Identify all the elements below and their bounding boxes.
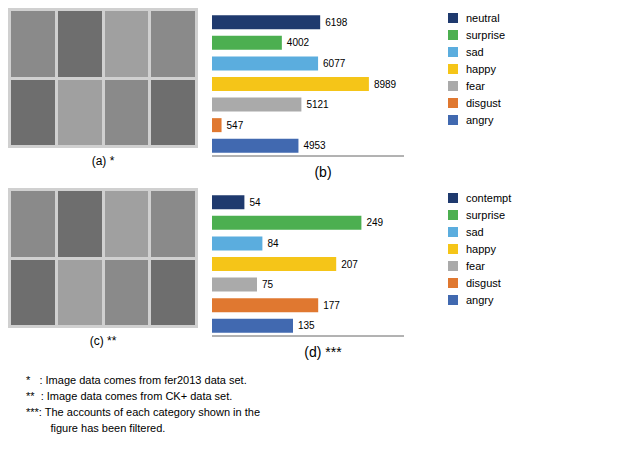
html-text:(b): (b) <box>314 164 332 180</box>
svg-text:54: 54 <box>249 197 261 208</box>
html-text:happy: happy <box>466 243 496 255</box>
html-text:sad: sad <box>466 46 484 58</box>
svg-text:4002: 4002 <box>287 37 310 48</box>
html-text:surprise: surprise <box>466 209 506 221</box>
svg-text:177: 177 <box>323 300 340 311</box>
html-text:***: The accounts of each cate: ***: The accounts of each category shown… <box>26 406 260 418</box>
html-text:surprise: surprise <box>466 29 506 41</box>
svg-text:75: 75 <box>262 279 274 290</box>
html-text:(c) **: (c) ** <box>89 334 117 348</box>
html-text:(d) ***: (d) *** <box>304 344 342 360</box>
svg-text:4953: 4953 <box>303 140 326 151</box>
svg-text:6077: 6077 <box>323 58 346 69</box>
svg-text:249: 249 <box>366 217 383 228</box>
svg-text:6198: 6198 <box>325 17 348 28</box>
svg-text:207: 207 <box>341 259 358 270</box>
html-text:neutral: neutral <box>466 12 500 24</box>
svg-text:135: 135 <box>298 320 315 331</box>
html-text:disgust: disgust <box>466 277 501 289</box>
html-text:** : Image data comes from CK+: ** : Image data comes from CK+ data set. <box>26 390 233 402</box>
html-text:fear: fear <box>466 80 485 92</box>
html-text:happy: happy <box>466 63 496 75</box>
html-text:* : Image data comes from fer2: * : Image data comes from fer2013 data s… <box>26 374 247 386</box>
html-text:fear: fear <box>466 260 485 272</box>
html-text:disgust: disgust <box>466 97 501 109</box>
html-text:contempt: contempt <box>466 192 512 204</box>
html-text:figure has been filtered.: figure has been filtered. <box>26 422 166 434</box>
svg-text:8989: 8989 <box>374 79 397 90</box>
html-text:sad: sad <box>466 226 484 238</box>
html-text:(a) *: (a) * <box>91 154 115 168</box>
svg-text:547: 547 <box>227 120 244 131</box>
svg-text:5121: 5121 <box>306 99 329 110</box>
html-text:angry: angry <box>466 294 494 306</box>
svg-text:84: 84 <box>267 238 279 249</box>
html-text:angry: angry <box>466 114 494 126</box>
